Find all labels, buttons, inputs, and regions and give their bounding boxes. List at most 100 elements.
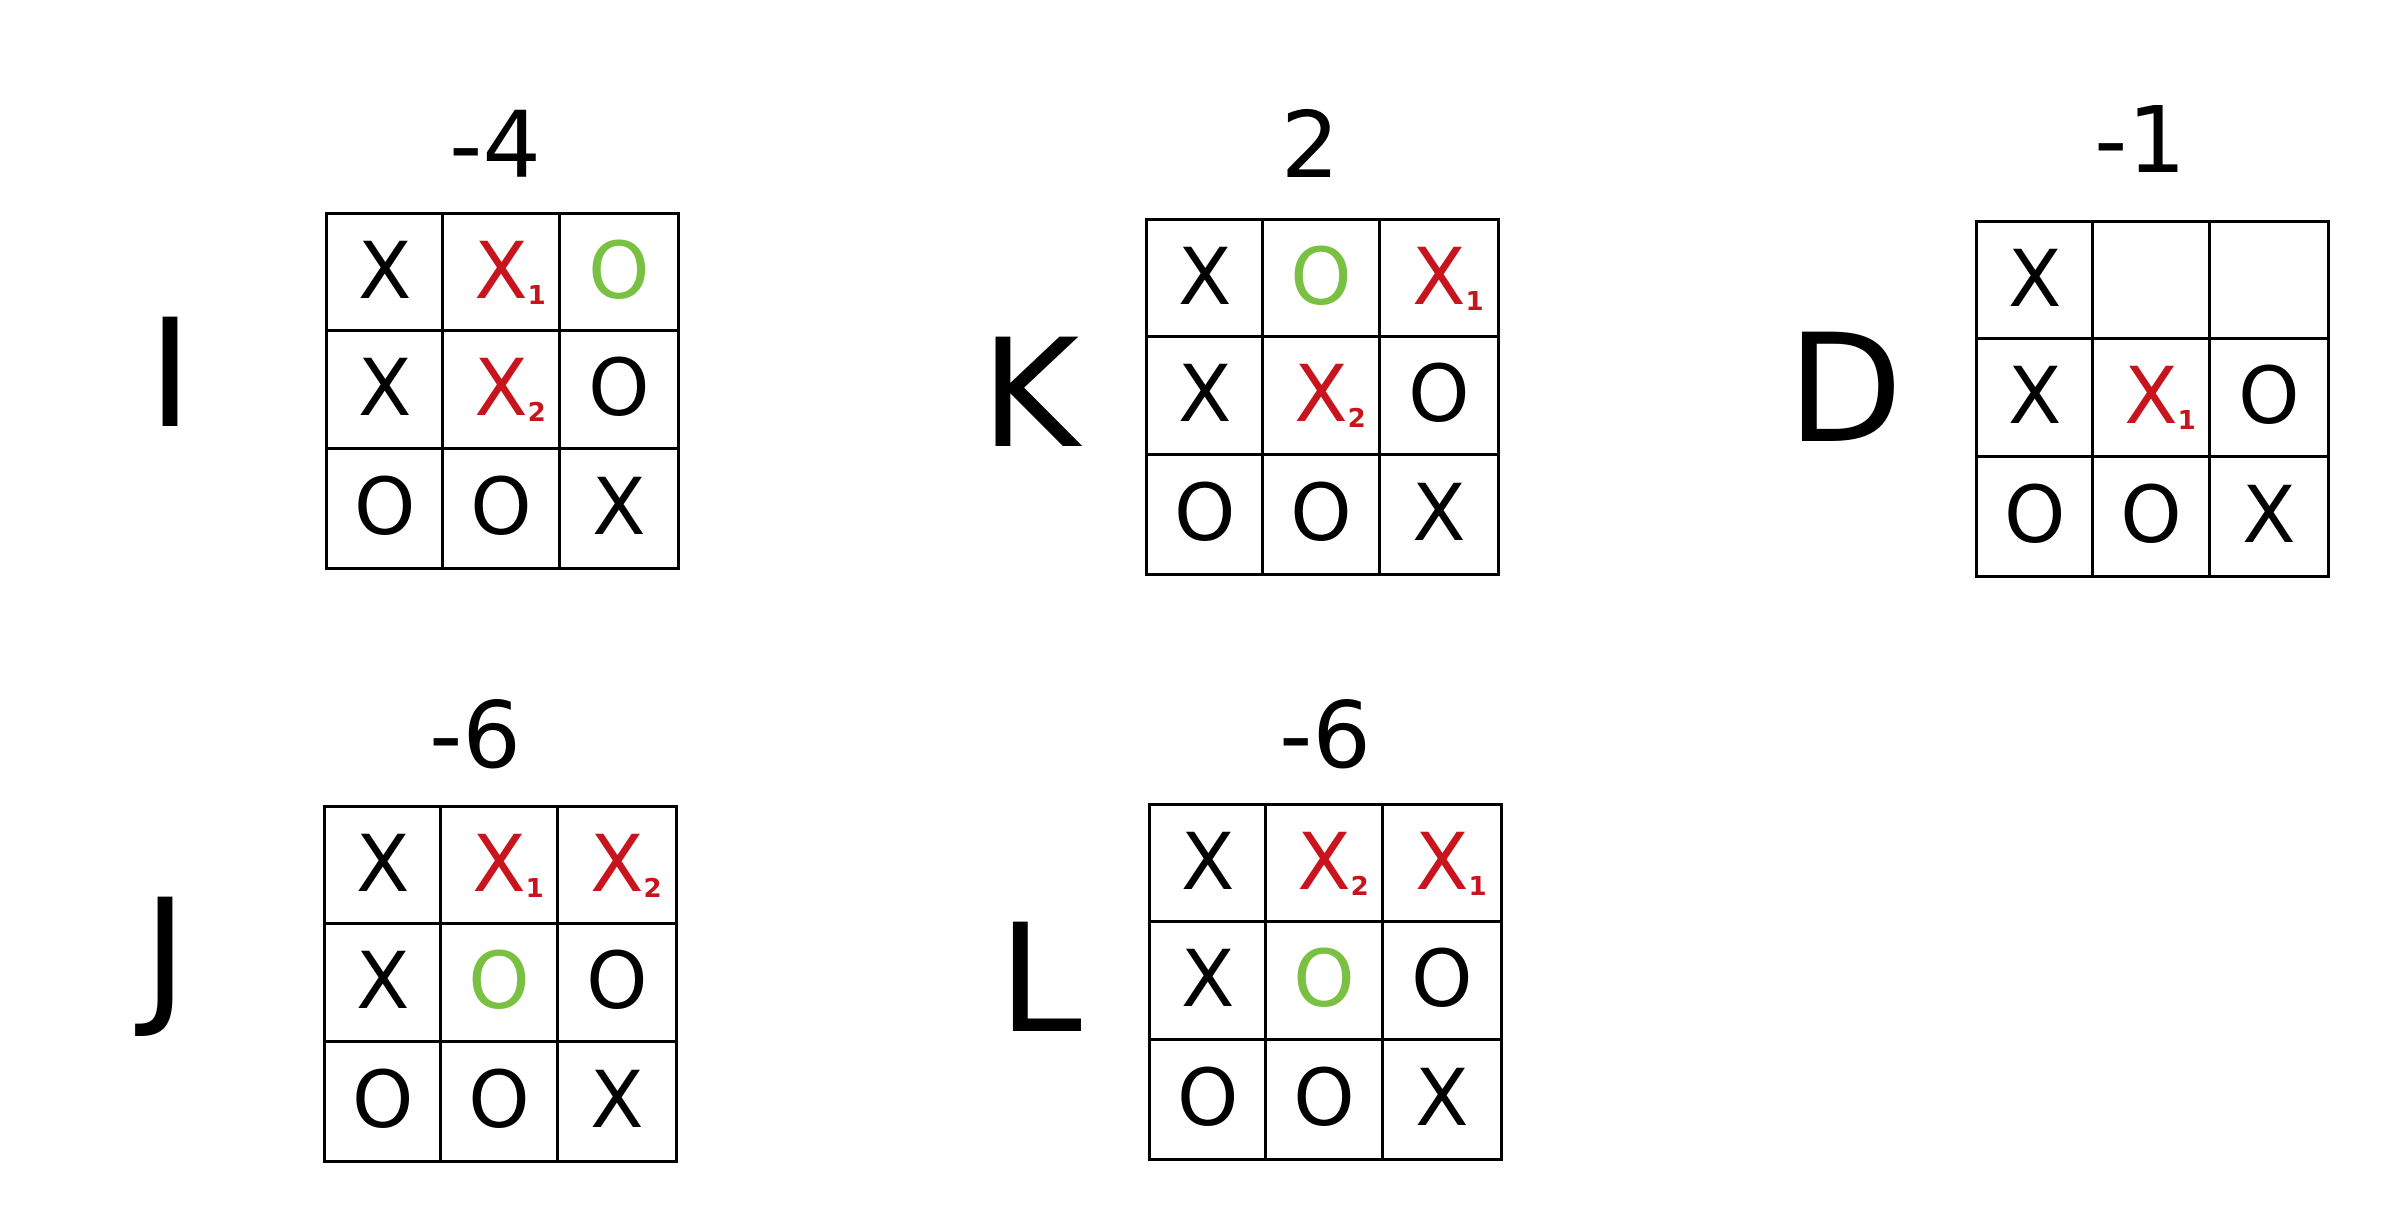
move-order-number: 2 — [643, 874, 662, 905]
mark-glyph: O — [1290, 233, 1352, 324]
grid-cell: X — [1978, 340, 2095, 458]
x-mark: X — [358, 233, 411, 311]
o-mark: O — [588, 233, 649, 311]
mark-glyph: O — [588, 227, 650, 318]
grid-cell: X — [328, 215, 445, 333]
grid-cell: O — [1978, 457, 2095, 575]
mark-glyph: X — [2242, 471, 2296, 562]
grid-cell: O — [2094, 457, 2211, 575]
o-mark: O — [352, 1062, 413, 1140]
x-mark: X — [1178, 356, 1231, 434]
grid-cell: X — [328, 332, 445, 450]
grid-cell: O — [2210, 340, 2327, 458]
grid-cell: X — [1151, 923, 1268, 1041]
board-score: -6 — [1279, 682, 1371, 789]
mark-glyph: O — [586, 937, 648, 1028]
grid-cell: X — [1381, 456, 1497, 573]
mark-glyph: X — [355, 937, 410, 1028]
mark-glyph: O — [1408, 350, 1470, 441]
mark-glyph: X — [1180, 935, 1235, 1026]
mark-glyph: X — [474, 344, 528, 435]
mark-glyph: X — [590, 820, 644, 911]
o-mark: O — [588, 350, 649, 428]
x-mark: X — [590, 1062, 643, 1140]
grid-cell: O — [1148, 455, 1265, 573]
grid-cell: O — [326, 1042, 443, 1160]
grid-cell: X — [1978, 223, 2095, 341]
x-mark: X — [2008, 241, 2061, 319]
x-mark: X — [1178, 239, 1231, 317]
mark-glyph: X — [357, 227, 412, 318]
grid-cell: O — [560, 332, 677, 450]
grid-cell — [2094, 223, 2211, 341]
grid-cell: O — [1267, 923, 1384, 1041]
x-mark: X — [2242, 477, 2295, 555]
o-mark: O — [1290, 475, 1351, 553]
move-order-number: 2 — [527, 398, 546, 429]
mark-glyph: X — [2007, 352, 2062, 443]
mark-glyph: O — [1411, 935, 1473, 1026]
grid-cell: O — [442, 1042, 559, 1160]
mark-glyph: O — [1173, 469, 1236, 560]
mark-glyph: O — [2003, 471, 2066, 562]
x-mark: X — [1412, 475, 1465, 553]
mark-glyph: X — [1415, 818, 1469, 909]
o-mark: O — [586, 943, 647, 1021]
mark-glyph: O — [1293, 935, 1355, 1026]
grid-cell: O — [442, 925, 559, 1043]
mark-glyph: X — [592, 463, 646, 554]
x-mark: X — [1181, 941, 1234, 1019]
x-mark: X — [1415, 1060, 1468, 1138]
grid-cell: O — [558, 925, 675, 1043]
o-mark: O — [468, 1062, 529, 1140]
grid-cell: O — [1264, 455, 1381, 573]
x-mark: X — [356, 943, 409, 1021]
grid-cell: O — [1267, 1040, 1384, 1158]
grid-cell: X — [1384, 1041, 1500, 1158]
grid-cell: X — [561, 450, 677, 567]
board-score: 2 — [1280, 92, 1340, 199]
o-mark: O — [2238, 358, 2299, 436]
move-order-number: 2 — [1347, 404, 1366, 435]
grid-cell: X — [1148, 338, 1265, 456]
o-mark: O — [354, 469, 415, 547]
move-order-number: 1 — [527, 281, 546, 312]
o-mark: O — [470, 469, 531, 547]
grid-cell: O — [560, 215, 677, 333]
board-score: -4 — [449, 92, 541, 199]
mark-glyph: X — [357, 344, 412, 435]
mark-glyph: O — [351, 1056, 414, 1147]
o-mark: O — [1293, 941, 1354, 1019]
grid-cell: X — [1148, 221, 1265, 339]
grid-cell: O — [1264, 221, 1381, 339]
grid-cell: O — [444, 449, 561, 567]
o-mark: O — [1411, 941, 1472, 1019]
mark-glyph: X — [1177, 350, 1232, 441]
move-order-number: 1 — [1465, 287, 1484, 318]
mark-glyph: O — [1176, 1054, 1239, 1145]
mark-glyph: O — [2120, 471, 2182, 562]
x-mark: X — [358, 350, 411, 428]
mark-glyph: O — [470, 463, 532, 554]
x-mark: X — [356, 826, 409, 904]
mark-glyph: X — [1294, 350, 1348, 441]
board-label: J — [142, 868, 188, 1042]
